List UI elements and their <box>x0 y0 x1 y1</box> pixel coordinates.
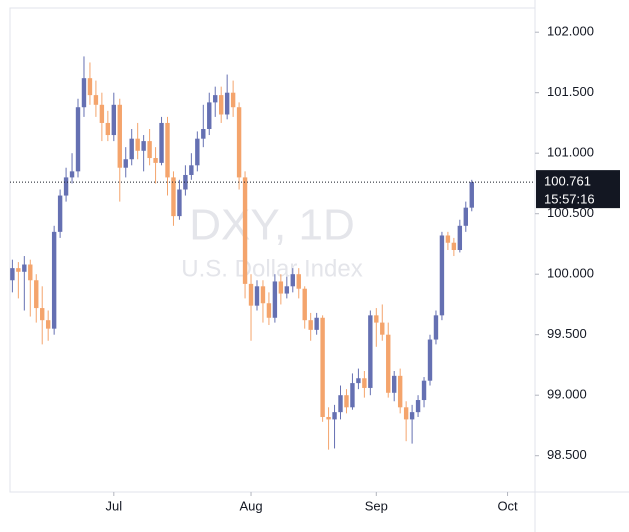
candle-body <box>451 242 457 250</box>
candle-body <box>81 78 87 108</box>
candle-body <box>129 138 134 160</box>
candle-body <box>439 235 445 316</box>
candle-body <box>248 283 254 306</box>
candle-body <box>278 281 284 294</box>
watermark-title: DXY, 1D <box>189 201 355 250</box>
candle-body <box>236 107 242 178</box>
candle-body <box>63 177 69 196</box>
candle-body <box>153 158 158 163</box>
candle-body <box>189 165 194 175</box>
candle-body <box>242 177 248 284</box>
candle-body <box>326 416 331 420</box>
candle-body <box>386 334 391 393</box>
candle-body <box>433 315 439 340</box>
candle-body <box>218 95 224 115</box>
candle-body <box>171 177 176 217</box>
candle-body <box>380 322 385 335</box>
candle-body <box>427 339 433 381</box>
candle-body <box>374 315 379 323</box>
candle-body <box>350 383 355 408</box>
candle-body <box>40 308 45 321</box>
candle-body <box>344 395 349 408</box>
candle-body <box>75 107 81 172</box>
last-price-label: 100.761 <box>544 174 591 189</box>
x-tick-label: Jul <box>105 498 122 513</box>
candle-body <box>224 92 230 115</box>
x-tick-label: Sep <box>365 498 388 513</box>
candle-body <box>117 104 122 168</box>
candle-body <box>403 407 409 420</box>
candle-body <box>260 286 266 304</box>
y-tick-label: 98.500 <box>547 447 587 462</box>
candle-body <box>16 268 21 272</box>
candle-body <box>105 122 111 136</box>
candle-body <box>51 231 57 329</box>
last-price-box <box>536 170 620 209</box>
y-tick-label: 99.500 <box>547 326 587 341</box>
candle-body <box>254 286 260 306</box>
candle-body <box>183 174 188 190</box>
candle-body <box>99 104 105 123</box>
candle-body <box>284 286 290 294</box>
candle-body <box>123 159 128 168</box>
candle-body <box>368 315 373 388</box>
candle-body <box>45 320 51 329</box>
candle-body <box>445 235 451 243</box>
y-tick-label: 102.000 <box>547 24 594 39</box>
candle-body <box>272 281 278 318</box>
candle-body <box>213 95 218 103</box>
x-tick-label: Aug <box>239 498 262 513</box>
y-tick-label: 100.000 <box>547 266 594 281</box>
y-tick-label: 101.000 <box>547 145 594 160</box>
candle-body <box>356 378 361 384</box>
candle-body <box>230 92 236 108</box>
candle-body <box>320 317 325 417</box>
candle-body <box>332 412 337 420</box>
candle-body <box>22 264 27 272</box>
x-tick-label: Oct <box>497 498 518 513</box>
candle-body <box>397 375 403 408</box>
candle-body <box>10 268 15 281</box>
candle-body <box>207 102 212 129</box>
candle-body <box>165 122 170 178</box>
candle-body <box>93 95 99 105</box>
candle-body <box>28 264 33 281</box>
candle-body <box>201 129 206 139</box>
candle-body <box>135 138 140 151</box>
watermark-subtitle: U.S. Dollar Index <box>181 255 362 282</box>
candle-body <box>469 182 474 208</box>
candle-body <box>421 380 427 401</box>
candle-body <box>69 171 75 178</box>
y-tick-label: 99.000 <box>547 387 587 402</box>
candle-body <box>290 274 295 287</box>
candle-body <box>111 104 117 136</box>
candle-body <box>314 317 319 330</box>
candle-body <box>87 78 93 96</box>
candle-body <box>177 189 182 217</box>
candle-body <box>34 280 39 309</box>
candle-body <box>141 141 146 151</box>
candle-body <box>147 141 152 159</box>
y-tick-label: 100.500 <box>547 205 594 220</box>
candle-body <box>266 303 272 318</box>
candle-body <box>409 412 415 420</box>
candle-body <box>457 225 463 250</box>
countdown-label: 15:57:16 <box>544 192 595 207</box>
candle-body <box>415 400 421 413</box>
candle-body <box>57 195 63 232</box>
y-tick-label: 101.500 <box>547 84 594 99</box>
candle-body <box>392 375 397 393</box>
candle-body <box>308 320 313 330</box>
candle-body <box>463 207 468 226</box>
candle-body <box>362 378 367 388</box>
candle-body <box>296 274 301 289</box>
candle-body <box>338 395 343 413</box>
candle-body <box>195 138 200 166</box>
candle-body <box>159 122 164 163</box>
candle-body <box>302 288 307 321</box>
